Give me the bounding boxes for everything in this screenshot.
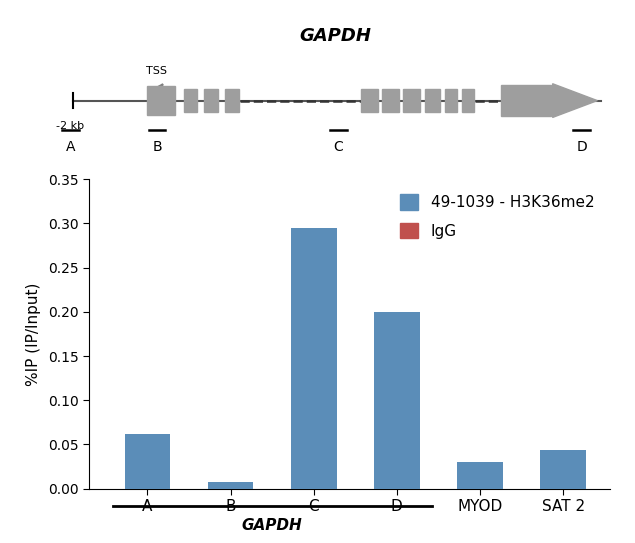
Polygon shape: [552, 84, 598, 117]
Bar: [361, 89, 378, 112]
Bar: [500, 85, 551, 116]
Bar: [184, 89, 197, 112]
Text: GAPDH: GAPDH: [300, 27, 371, 45]
Text: -2 kb: -2 kb: [57, 121, 84, 131]
Bar: [457, 462, 503, 489]
Text: TSS: TSS: [147, 66, 168, 75]
Bar: [147, 86, 175, 115]
Bar: [124, 434, 170, 489]
Text: A: A: [65, 140, 75, 154]
Bar: [403, 89, 420, 112]
Text: C: C: [334, 140, 344, 154]
Text: D: D: [577, 140, 587, 154]
Text: B: B: [152, 140, 162, 154]
Bar: [540, 450, 586, 489]
Bar: [208, 482, 253, 489]
Bar: [382, 89, 399, 112]
Legend: 49-1039 - H3K36me2, IgG: 49-1039 - H3K36me2, IgG: [392, 187, 602, 247]
Bar: [374, 312, 420, 489]
Text: GAPDH: GAPDH: [242, 518, 302, 533]
Bar: [204, 89, 218, 112]
Bar: [462, 89, 474, 112]
Y-axis label: %IP (IP/Input): %IP (IP/Input): [26, 282, 41, 386]
Bar: [225, 89, 239, 112]
Bar: [425, 89, 440, 112]
Bar: [444, 89, 457, 112]
Bar: [291, 228, 337, 489]
